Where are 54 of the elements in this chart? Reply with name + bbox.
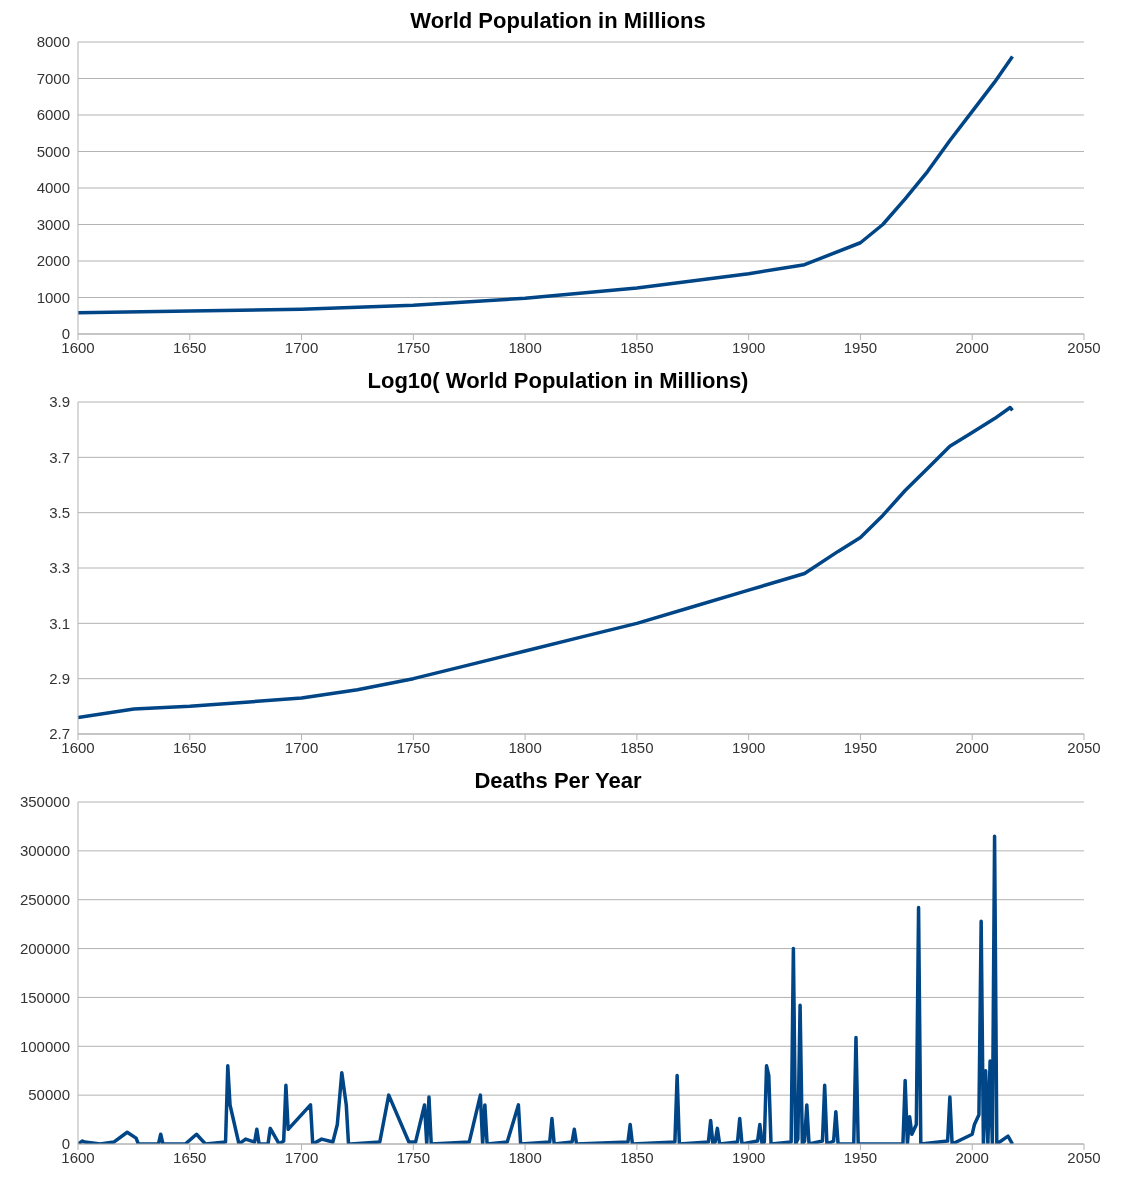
line-series xyxy=(78,54,1015,315)
x-tick-label: 1650 xyxy=(173,338,207,356)
x-tick-label: 1750 xyxy=(396,738,431,756)
chart-title: World Population in Millions xyxy=(410,8,706,33)
y-tick-label: 2.9 xyxy=(49,669,70,687)
y-tick-label: 3.5 xyxy=(49,503,70,521)
x-tick-label: 1700 xyxy=(284,1148,319,1166)
y-tick-label: 8000 xyxy=(36,33,70,51)
x-tick-label: 1750 xyxy=(396,1148,431,1166)
y-tick-label: 6000 xyxy=(36,106,70,124)
x-tick-label: 1950 xyxy=(843,1148,878,1166)
x-tick-label: 1800 xyxy=(508,1148,542,1166)
x-tick-label: 2000 xyxy=(955,738,989,756)
y-tick-label: 7000 xyxy=(36,69,70,87)
y-tick-label: 50000 xyxy=(28,1086,70,1104)
x-tick-label: 1700 xyxy=(284,738,319,756)
x-tick-label: 1800 xyxy=(508,338,542,356)
y-tick-label: 3.3 xyxy=(49,559,70,577)
x-tick-label: 1900 xyxy=(731,738,766,756)
y-tick-label: 350000 xyxy=(19,793,70,811)
x-tick-label: 2000 xyxy=(955,1148,989,1166)
y-tick-label: 3.1 xyxy=(49,614,70,632)
x-tick-label: 1800 xyxy=(508,738,542,756)
x-tick-label: 2000 xyxy=(955,338,989,356)
x-tick-label: 1750 xyxy=(396,338,431,356)
y-tick-label: 200000 xyxy=(19,939,70,957)
line-series xyxy=(78,405,1015,720)
y-tick-label: 3000 xyxy=(36,215,70,233)
y-tick-label: 3.9 xyxy=(49,393,70,411)
x-tick-label: 1900 xyxy=(731,338,766,356)
y-tick-label: 150000 xyxy=(19,988,70,1006)
x-tick-label: 1850 xyxy=(620,738,654,756)
chart-title: Deaths Per Year xyxy=(474,768,642,793)
y-tick-label: 4000 xyxy=(36,179,70,197)
x-tick-label: 1950 xyxy=(843,338,878,356)
x-tick-label: 1650 xyxy=(173,1148,207,1166)
y-tick-label: 2000 xyxy=(36,252,70,270)
line-series xyxy=(78,834,1015,1144)
x-tick-label: 2050 xyxy=(1067,738,1101,756)
x-tick-label: 2050 xyxy=(1067,338,1101,356)
y-tick-label: 250000 xyxy=(19,891,70,909)
y-tick-label: 5000 xyxy=(36,142,70,160)
x-tick-label: 1950 xyxy=(843,738,878,756)
y-tick-label: 3.7 xyxy=(49,448,70,466)
y-tick-label: 1000 xyxy=(36,288,70,306)
x-tick-label: 1850 xyxy=(620,338,654,356)
x-tick-label: 1850 xyxy=(620,1148,654,1166)
x-tick-label: 1900 xyxy=(731,1148,766,1166)
x-tick-label: 1650 xyxy=(173,738,207,756)
x-tick-label: 2050 xyxy=(1067,1148,1101,1166)
chart-title: Log10( World Population in Millions) xyxy=(367,368,749,393)
y-tick-label: 100000 xyxy=(19,1037,70,1055)
y-tick-label: 300000 xyxy=(19,842,70,860)
x-tick-label: 1700 xyxy=(284,338,319,356)
